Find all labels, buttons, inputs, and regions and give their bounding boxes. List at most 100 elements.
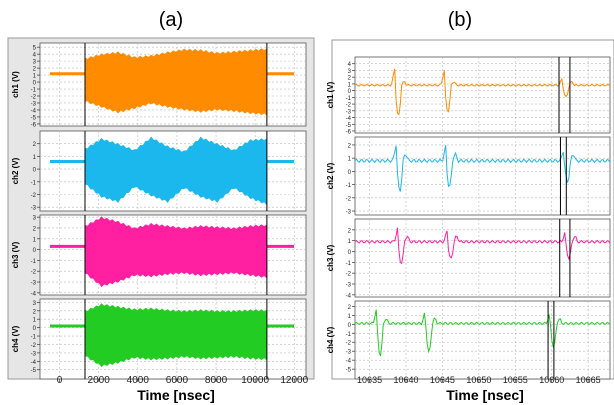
subplot-plot-area xyxy=(354,56,611,134)
ytick-label: -5 xyxy=(346,123,352,129)
series-name-label: ch1 (V) xyxy=(11,71,20,98)
series-name-label: ch2 (V) xyxy=(11,157,20,184)
ytick-label: -5 xyxy=(346,368,352,374)
ytick-label: 0 xyxy=(33,168,37,174)
ytick-label: 4 xyxy=(348,62,352,68)
panel-b-subplot-4: -5 -4 -3 -2 -1 0 1 2 ch4 (V) xyxy=(326,300,611,380)
ytick-label: -2 xyxy=(31,95,37,101)
ytick-label: -3 xyxy=(31,351,37,357)
ytick-label: 3 xyxy=(33,216,37,222)
xtick-label: 10650 xyxy=(466,375,491,385)
panel-a-xlabel: Time [nsec] xyxy=(137,387,215,403)
ytick-label: 0 xyxy=(348,89,352,95)
ytick-label: -6 xyxy=(31,122,37,128)
ytick-label: 3 xyxy=(33,60,37,66)
series-line xyxy=(354,309,611,357)
series-envelope xyxy=(84,48,268,116)
panel-a-subplot-4: -5 -4 -3 -2 -1 0 1 2 3 ch4 (V) xyxy=(11,298,307,380)
series-name-label: ch4 (V) xyxy=(11,325,20,352)
ytick-label: -4 xyxy=(31,360,37,366)
series-line xyxy=(354,145,611,192)
xtick-label: 10645 xyxy=(430,375,455,385)
ytick-label: -2 xyxy=(31,343,37,349)
xtick-label: 10660 xyxy=(539,375,564,385)
panel-b-xlabel: Time [nsec] xyxy=(446,387,524,403)
ytick-label: 0 xyxy=(33,326,37,332)
ytick-label: 2 xyxy=(348,228,352,234)
series-line xyxy=(354,68,611,116)
ytick-label: -3 xyxy=(31,281,37,287)
ytick-label: -3 xyxy=(31,206,37,212)
xtick-label: 10000 xyxy=(241,375,269,386)
ytick-label: -6 xyxy=(346,129,352,135)
ytick-label: 1 xyxy=(348,314,352,320)
series-name-label: ch3 (V) xyxy=(326,244,335,271)
ytick-label: 0 xyxy=(33,248,37,254)
ytick-label: -3 xyxy=(346,283,352,289)
ytick-label: 2 xyxy=(348,76,352,82)
series-name-label: ch1 (V) xyxy=(326,81,335,108)
xtick-label: 12000 xyxy=(280,375,308,386)
ytick-label: -1 xyxy=(31,259,37,265)
ytick-label: 0 xyxy=(348,323,352,329)
xtick-label: 6000 xyxy=(166,375,189,386)
ytick-label: -1 xyxy=(346,332,352,338)
panel-b-subplot-2: -3 -2 -1 0 1 2 ch2 (V) xyxy=(326,136,611,216)
xtick-label: 4000 xyxy=(127,375,150,386)
xtick-label: 10655 xyxy=(503,375,528,385)
ytick-label: -5 xyxy=(31,115,37,121)
ytick-label: 1 xyxy=(33,237,37,243)
xtick-label: 2000 xyxy=(88,375,111,386)
ytick-label: -2 xyxy=(31,270,37,276)
ytick-label: -2 xyxy=(346,196,352,202)
ytick-label: 3 xyxy=(33,301,37,307)
ytick-label: 1 xyxy=(33,74,37,80)
subplot-plot-area xyxy=(354,300,611,380)
xtick-label: 0 xyxy=(57,375,63,386)
ytick-label: -4 xyxy=(346,293,352,299)
ytick-label: 0 xyxy=(348,170,352,176)
ytick-label: 4 xyxy=(33,53,37,59)
ytick-label: 0 xyxy=(33,81,37,87)
panel-a-subplot-2: -3 -2 -1 0 1 2 ch2 (V) xyxy=(11,130,307,212)
ytick-label: 1 xyxy=(33,318,37,324)
ytick-label: -1 xyxy=(346,261,352,267)
ytick-label: 2 xyxy=(33,67,37,73)
ytick-label: -4 xyxy=(346,116,352,122)
panel-b-label: (b) xyxy=(448,9,472,31)
series-name-label: ch4 (V) xyxy=(326,326,335,353)
ytick-label: 2 xyxy=(33,309,37,315)
ytick-label: 3 xyxy=(348,69,352,75)
ytick-label: -2 xyxy=(31,193,37,199)
panel-a-label: (a) xyxy=(159,9,183,31)
ytick-label: -3 xyxy=(31,101,37,107)
ytick-label: 2 xyxy=(33,226,37,232)
series-line xyxy=(354,227,611,265)
ytick-label: 5 xyxy=(33,46,37,52)
xtick-label: 10635 xyxy=(357,375,382,385)
ytick-label: -1 xyxy=(31,335,37,341)
panel-b-subplot-3: -4 -3 -2 -1 0 1 2 ch3 (V) xyxy=(326,218,611,299)
ytick-label: 1 xyxy=(348,82,352,88)
ytick-label: -5 xyxy=(31,368,37,374)
ytick-label: -2 xyxy=(346,272,352,278)
ytick-label: -3 xyxy=(346,109,352,115)
ytick-label: 1 xyxy=(348,157,352,163)
ytick-label: -1 xyxy=(346,183,352,189)
ytick-label: -4 xyxy=(31,108,37,114)
ytick-label: -3 xyxy=(346,210,352,216)
ytick-label: 2 xyxy=(348,143,352,149)
ytick-label: -1 xyxy=(31,88,37,94)
series-name-label: ch2 (V) xyxy=(326,162,335,189)
subplot-plot-area xyxy=(354,136,611,216)
ytick-label: -4 xyxy=(31,291,37,297)
ytick-label: 2 xyxy=(33,142,37,148)
series-name-label: ch3 (V) xyxy=(11,241,20,268)
ytick-label: 1 xyxy=(33,155,37,161)
xtick-label: 10640 xyxy=(393,375,418,385)
xtick-label: 10665 xyxy=(576,375,601,385)
